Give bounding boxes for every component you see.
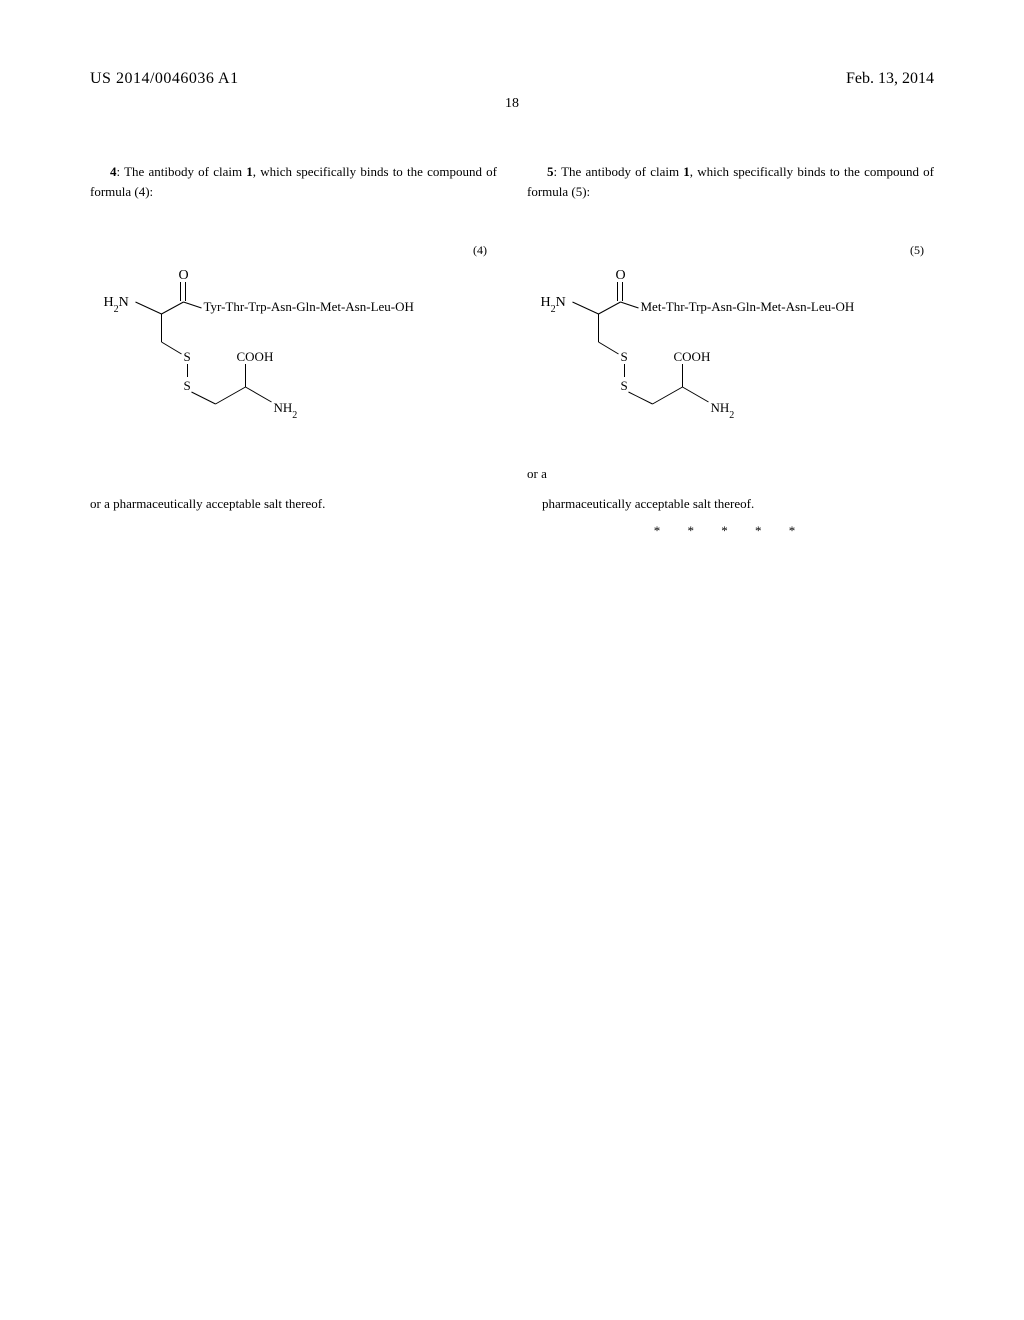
- s1-label-4: S: [184, 349, 191, 364]
- cooh-label-5: COOH: [674, 349, 711, 364]
- claim-4-text: 4: The antibody of claim 1, which specif…: [90, 162, 497, 201]
- nh2-label-5: NH2: [711, 400, 735, 421]
- chemical-structure-5: H2N O Met-Thr-Trp-Asn-Gln-Met-Asn-Leu-OH…: [527, 264, 934, 434]
- formula-4-label: (4): [90, 241, 497, 259]
- peptide-seq-4: Tyr-Thr-Trp-Asn-Gln-Met-Asn-Leu-OH: [204, 299, 414, 314]
- right-column: 5: The antibody of claim 1, which specif…: [527, 162, 934, 541]
- h2n-label-5: H2N: [541, 295, 566, 315]
- peptide-seq-5: Met-Thr-Trp-Asn-Gln-Met-Asn-Leu-OH: [641, 299, 855, 314]
- h2n-label-4: H2N: [104, 295, 129, 315]
- chemical-structure-4: H2N O Tyr-Thr-Trp-Asn-Gln-Met-Asn-Leu-OH…: [90, 264, 497, 434]
- or-a-text: or a: [527, 464, 934, 484]
- publication-date: Feb. 13, 2014: [846, 70, 934, 88]
- left-column: 4: The antibody of claim 1, which specif…: [90, 162, 497, 541]
- page-number: 18: [90, 96, 934, 112]
- publication-number: US 2014/0046036 A1: [90, 70, 239, 88]
- s2-label-4: S: [184, 378, 191, 393]
- structure-5-svg: H2N O Met-Thr-Trp-Asn-Gln-Met-Asn-Leu-OH…: [527, 264, 934, 434]
- nh2-label-4: NH2: [274, 400, 298, 421]
- claim-4-salt-text: or a pharmaceutically acceptable salt th…: [90, 494, 497, 514]
- page-header: US 2014/0046036 A1 Feb. 13, 2014: [90, 70, 934, 88]
- claim-5-before: : The antibody of claim: [554, 164, 684, 179]
- formula-5-label: (5): [527, 241, 934, 259]
- claim-4-before: : The antibody of claim: [117, 164, 247, 179]
- two-column-layout: 4: The antibody of claim 1, which specif…: [90, 162, 934, 541]
- cooh-label-4: COOH: [237, 349, 274, 364]
- o-label-5: O: [616, 268, 626, 283]
- s1-label-5: S: [621, 349, 628, 364]
- claim-5-salt-text: pharmaceutically acceptable salt thereof…: [527, 494, 934, 514]
- structure-4-svg: H2N O Tyr-Thr-Trp-Asn-Gln-Met-Asn-Leu-OH…: [90, 264, 497, 434]
- claim-5-text: 5: The antibody of claim 1, which specif…: [527, 162, 934, 201]
- s2-label-5: S: [621, 378, 628, 393]
- end-asterisks: * * * * *: [527, 521, 934, 541]
- o-label-4: O: [179, 268, 189, 283]
